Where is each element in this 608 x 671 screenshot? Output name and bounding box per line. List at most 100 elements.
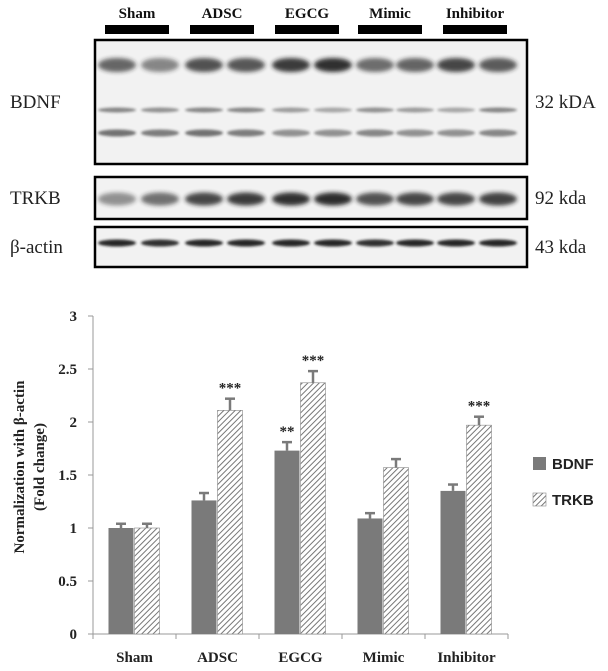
western-blot: Sham ADSC EGCG Mimic Inhibitor BDNF 32 kDA TRK… [10, 6, 596, 269]
bar-trkb-sham [134, 527, 160, 635]
y-tick-label: 3 [70, 309, 78, 325]
legend-swatch-trkb [532, 492, 547, 507]
blot-group-bar [190, 25, 254, 34]
blot-band [314, 192, 352, 206]
blot-size-label: 32 kDA [535, 92, 596, 113]
blot-size-label: 92 kda [535, 188, 587, 209]
blot-band [479, 192, 517, 206]
blot-band [185, 129, 223, 137]
blot-band [356, 58, 394, 72]
y-axis: 0 0.5 1 1.5 2 2.5 3 [58, 309, 94, 643]
blot-band [272, 192, 310, 206]
x-tick-label-adsc: ADSC [197, 650, 238, 666]
significance-marker: *** [219, 381, 242, 397]
blot-band [314, 58, 352, 72]
x-tick-label-mimic: Mimic [363, 650, 405, 666]
blot-band [98, 58, 136, 72]
bar-bdnf-inhibitor [440, 490, 466, 634]
x-tick-label-inhibitor: Inhibitor [437, 650, 496, 666]
y-tick-label: 2 [70, 415, 78, 431]
y-axis-label-line-1: Normalization with β-actin [12, 380, 28, 554]
blot-group-bar [358, 25, 422, 34]
y-tick-label: 1.5 [58, 468, 77, 484]
blot-band [141, 107, 179, 113]
series-bdnf: ** [108, 424, 466, 634]
bar-bdnf-sham [108, 528, 134, 634]
blot-band [141, 58, 179, 72]
bar-bdnf-egcg [274, 450, 300, 634]
y-axis-label-line-2: (Fold change) [32, 423, 48, 511]
blot-band [356, 192, 394, 206]
legend-label-trkb: TRKB [552, 492, 594, 509]
x-tick-label-sham: Sham [116, 650, 153, 666]
legend-swatch-bdnf [533, 457, 546, 470]
series-trkb: *** *** *** [134, 353, 492, 635]
blot-band [185, 239, 223, 247]
legend-label-bdnf: BDNF [552, 456, 594, 473]
blot-band [314, 107, 352, 113]
blot-band [227, 192, 265, 206]
bar-trkb-egcg [300, 382, 326, 635]
bar-chart: 0 0.5 1 1.5 2 2.5 3 Sham ADSC EGCG Mimic Inhibitor… [12, 309, 594, 666]
blot-band [227, 239, 265, 247]
blot-band [98, 239, 136, 247]
blot-band [227, 129, 265, 137]
blot-band [396, 239, 434, 247]
blot-band [396, 58, 434, 72]
blot-group-bar [275, 25, 339, 34]
blot-protein-label: BDNF [10, 92, 61, 113]
blot-band [314, 239, 352, 247]
bar-trkb-adsc [217, 410, 243, 635]
blot-band [98, 107, 136, 113]
bars: *********** [108, 353, 492, 635]
blot-group-label-adsc: ADSC [202, 6, 243, 22]
blot-band [396, 129, 434, 137]
blot-panel-frame [93, 225, 529, 269]
blot-band [141, 239, 179, 247]
bar-trkb-inhibitor [466, 424, 492, 635]
blot-band [185, 192, 223, 206]
blot-group-label-inhibitor: Inhibitor [446, 6, 505, 22]
group-headers: Sham ADSC EGCG Mimic Inhibitor [105, 6, 507, 34]
blot-band [185, 58, 223, 72]
blot-size-label: 43 kda [535, 237, 587, 258]
blot-band [396, 192, 434, 206]
y-tick-label: 0.5 [58, 574, 77, 590]
blot-group-label-egcg: EGCG [285, 6, 330, 22]
blot-group-label-sham: Sham [119, 6, 156, 22]
blot-panel-actin: β-actin 43 kda [10, 225, 587, 269]
significance-marker: *** [468, 399, 491, 415]
bar-bdnf-adsc [191, 500, 217, 634]
x-axis: Sham ADSC EGCG Mimic Inhibitor [92, 633, 509, 666]
blot-panel-trkb: TRKB 92 kda [10, 175, 587, 221]
blot-band [272, 58, 310, 72]
y-tick-label: 0 [70, 627, 78, 643]
blot-band [479, 129, 517, 137]
blot-group-bar [105, 25, 169, 34]
blot-band [356, 239, 394, 247]
blot-band [437, 192, 475, 206]
blot-band [479, 239, 517, 247]
blot-band [141, 129, 179, 137]
blot-band [437, 239, 475, 247]
blot-panels: BDNF 32 kDA TRKB 92 kda β-actin 43 kda [10, 38, 596, 269]
blot-band [272, 107, 310, 113]
blot-band [437, 107, 475, 113]
blot-band [98, 129, 136, 137]
bar-bdnf-mimic [357, 518, 383, 634]
significance-marker: ** [280, 424, 295, 440]
blot-band [185, 107, 223, 113]
blot-band [437, 129, 475, 137]
blot-band [479, 58, 517, 72]
blot-band [227, 58, 265, 72]
blot-band [141, 192, 179, 206]
legend: BDNF TRKB [532, 456, 594, 509]
blot-band [272, 129, 310, 137]
blot-protein-label: TRKB [10, 188, 61, 209]
blot-band [479, 107, 517, 113]
blot-group-bar [443, 25, 507, 34]
x-tick-label-egcg: EGCG [278, 650, 323, 666]
blot-band [356, 107, 394, 113]
blot-band [227, 107, 265, 113]
